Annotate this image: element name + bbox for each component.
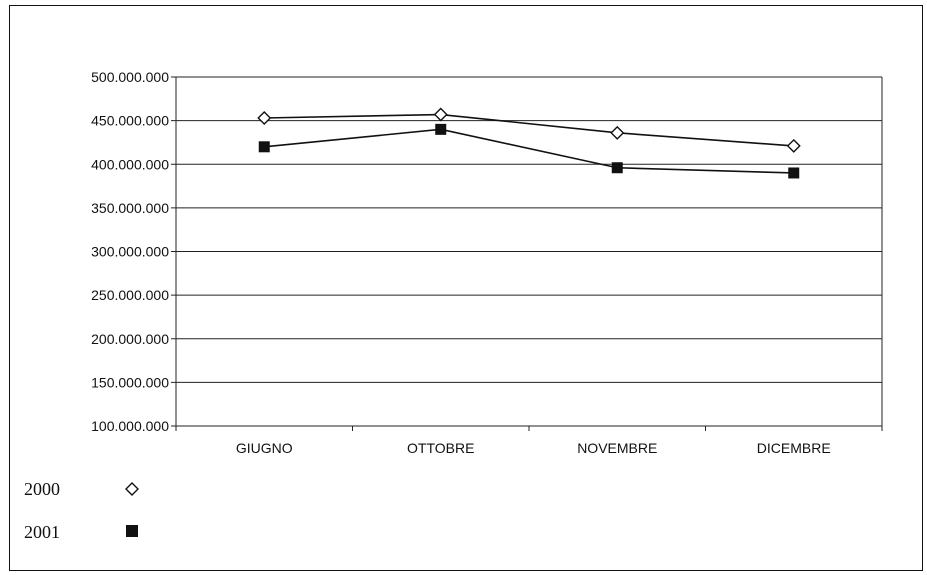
data-point-2000: [786, 138, 801, 153]
legend-marker-2001: [126, 525, 138, 537]
y-tick-label: 300.000.000: [91, 244, 169, 260]
chart-frame: 100.000.000 150.000.000 200.000.000 250.000…: [9, 5, 923, 571]
legend-label-2000: 2000: [24, 479, 60, 499]
data-point-2000: [433, 107, 448, 122]
legend-marker-2000: [125, 482, 139, 496]
series-line-2000: [264, 113, 794, 147]
y-tick-label: 100.000.000: [91, 418, 169, 434]
legend-label-2001: 2001: [24, 522, 60, 542]
y-tick-label: 350.000.000: [91, 200, 169, 216]
y-tick-label: 250.000.000: [91, 287, 169, 303]
data-point-2000: [257, 111, 272, 125]
data-point-2001: [435, 123, 447, 135]
y-tick-label: 500.000.000: [91, 69, 169, 85]
data-point-2000: [610, 125, 625, 140]
y-tick-label: 150.000.000: [91, 374, 169, 390]
x-tick-label: OTTOBRE: [407, 440, 474, 456]
data-point-2001: [788, 167, 800, 179]
data-point-2001: [258, 141, 270, 153]
x-tick-label: NOVEMBRE: [577, 440, 657, 456]
x-tick-label: DICEMBRE: [757, 440, 831, 456]
x-tick-label: GIUGNO: [236, 440, 293, 456]
line-chart: 100.000.000 150.000.000 200.000.000 250.000…: [24, 69, 883, 542]
data-point-2001: [611, 162, 623, 174]
y-tick-label: 200.000.000: [91, 331, 169, 347]
y-tick-label: 400.000.000: [91, 156, 169, 172]
series-line-2001: [264, 128, 794, 174]
y-tick-label: 450.000.000: [91, 113, 169, 129]
